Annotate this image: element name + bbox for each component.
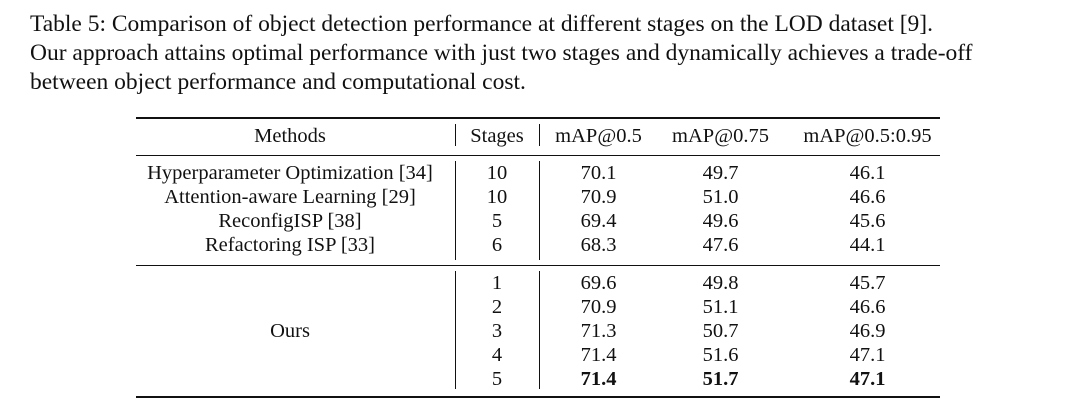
stages-cell: 1 bbox=[491, 272, 503, 294]
stages-cell: 3 bbox=[491, 320, 503, 342]
method-cell: Attention-aware Learning [29] bbox=[164, 186, 416, 208]
column-separator bbox=[455, 271, 456, 389]
column-separator bbox=[539, 161, 540, 260]
column-separator bbox=[539, 271, 540, 389]
map75-cell: 49.6 bbox=[702, 210, 739, 232]
map5095-cell: 46.1 bbox=[849, 162, 886, 184]
column-separator bbox=[455, 124, 456, 146]
stages-cell: 6 bbox=[491, 234, 503, 256]
map75-cell: 51.6 bbox=[702, 344, 739, 366]
map50-cell: 71.3 bbox=[580, 320, 617, 342]
stages-cell: 10 bbox=[486, 186, 508, 208]
map50-cell: 69.4 bbox=[580, 210, 617, 232]
map5095-cell: 46.6 bbox=[849, 186, 886, 208]
header-methods: Methods bbox=[254, 125, 326, 147]
stages-cell: 4 bbox=[491, 344, 503, 366]
top-rule bbox=[136, 117, 940, 119]
header-map75: mAP@0.75 bbox=[672, 125, 769, 147]
header-map50: mAP@0.5 bbox=[555, 125, 642, 147]
method-cell: ReconfigISP [38] bbox=[218, 210, 362, 232]
ours-method-cell: Ours bbox=[270, 320, 310, 342]
method-cell: Refactoring ISP [33] bbox=[204, 234, 376, 256]
header-map5095: mAP@0.5:0.95 bbox=[803, 125, 932, 147]
bottom-rule bbox=[136, 396, 940, 398]
map50-cell: 70.9 bbox=[580, 186, 617, 208]
stages-cell: 5 bbox=[491, 210, 503, 232]
group-rule bbox=[136, 265, 940, 266]
table-caption: Table 5: Comparison of object detection … bbox=[30, 10, 1060, 97]
map75-cell: 51.0 bbox=[702, 186, 739, 208]
map50-cell: 70.9 bbox=[580, 296, 617, 318]
map50-cell-best: 71.4 bbox=[580, 368, 617, 390]
map50-cell: 69.6 bbox=[580, 272, 617, 294]
map75-cell: 51.1 bbox=[702, 296, 739, 318]
map5095-cell: 45.6 bbox=[849, 210, 886, 232]
caption-line: Our approach attains optimal performance… bbox=[30, 40, 973, 66]
map5095-cell: 46.6 bbox=[849, 296, 886, 318]
map5095-cell: 44.1 bbox=[849, 234, 886, 256]
map75-cell: 49.7 bbox=[702, 162, 739, 184]
column-separator bbox=[455, 161, 456, 260]
stages-cell: 5 bbox=[491, 368, 503, 390]
map5095-cell: 46.9 bbox=[849, 320, 886, 342]
method-cell: Hyperparameter Optimization [34] bbox=[147, 162, 433, 184]
map50-cell: 71.4 bbox=[580, 344, 617, 366]
column-separator bbox=[539, 124, 540, 146]
map75-cell: 49.8 bbox=[702, 272, 739, 294]
map5095-cell-best: 47.1 bbox=[849, 368, 886, 390]
map75-cell: 50.7 bbox=[702, 320, 739, 342]
map75-cell-best: 51.7 bbox=[702, 368, 739, 390]
caption-line: between object performance and computati… bbox=[30, 69, 526, 95]
stages-cell: 2 bbox=[491, 296, 503, 318]
map50-cell: 70.1 bbox=[580, 162, 617, 184]
map75-cell: 47.6 bbox=[702, 234, 739, 256]
caption-line: Table 5: Comparison of object detection … bbox=[30, 11, 934, 37]
stages-cell: 10 bbox=[486, 162, 508, 184]
header-stages: Stages bbox=[470, 125, 524, 147]
map5095-cell: 47.1 bbox=[849, 344, 886, 366]
map50-cell: 68.3 bbox=[580, 234, 617, 256]
map5095-cell: 45.7 bbox=[849, 272, 886, 294]
header-rule bbox=[136, 155, 940, 156]
